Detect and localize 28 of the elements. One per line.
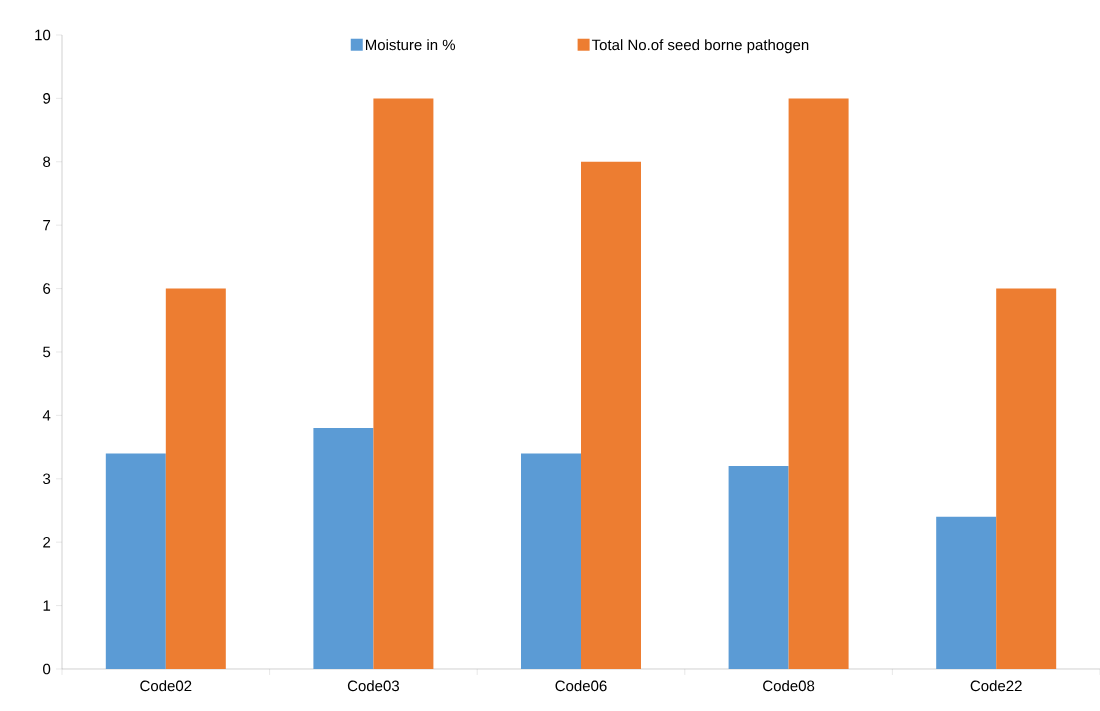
bar bbox=[165, 288, 226, 669]
y-tick-label: 3 bbox=[43, 473, 51, 485]
x-tick-label: Code03 bbox=[347, 680, 400, 692]
y-tick-label: 6 bbox=[43, 283, 51, 294]
y-tick-label: 4 bbox=[42, 410, 51, 421]
x-tick-label: Code22 bbox=[970, 680, 1022, 692]
legend-label: Total No.of seed borne pathogen bbox=[591, 39, 809, 54]
y-tick-label: 0 bbox=[43, 663, 51, 675]
y-tick-label: 7 bbox=[43, 220, 51, 231]
x-tick-label: Code08 bbox=[763, 680, 815, 692]
y-tick-label: 5 bbox=[43, 346, 51, 358]
y-tick-label: 10 bbox=[35, 29, 51, 41]
y-tick-label: 9 bbox=[43, 93, 51, 104]
y-tick-label: 1 bbox=[43, 600, 51, 611]
bar bbox=[521, 453, 581, 669]
bar bbox=[105, 453, 166, 669]
bar bbox=[936, 516, 997, 669]
bar bbox=[788, 98, 849, 669]
x-tick-label: Code02 bbox=[140, 680, 192, 692]
bar bbox=[996, 288, 1057, 669]
bar bbox=[313, 428, 374, 669]
bar bbox=[728, 466, 789, 669]
bar bbox=[373, 98, 434, 669]
y-tick-label: 2 bbox=[43, 536, 51, 548]
y-tick-label: 8 bbox=[43, 156, 51, 168]
x-tick-label: Code06 bbox=[555, 680, 607, 692]
legend-label: Moisture in % bbox=[365, 39, 456, 51]
bar bbox=[581, 161, 641, 669]
